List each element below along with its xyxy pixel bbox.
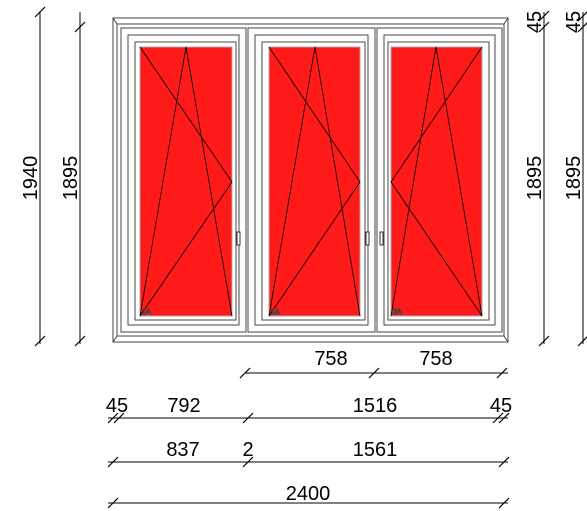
sash-3: 2A	[376, 27, 503, 333]
dim-top-right-2: 45	[563, 11, 585, 33]
dim-row3-mullion: 2	[242, 439, 253, 461]
dim-row2-right-frame: 45	[490, 395, 512, 417]
glass-pane-2	[268, 46, 361, 317]
dimension-ticks	[34, 6, 587, 509]
dim-right-inner-height-2: 1895	[563, 156, 585, 201]
dim-sash-width-3: 758	[419, 348, 452, 370]
opening-lines-2	[268, 46, 361, 317]
dim-row3-left: 837	[166, 439, 199, 461]
glass-pane-1	[139, 46, 233, 317]
dim-row2-left-frame: 45	[106, 395, 128, 417]
glass-pane-3	[390, 46, 483, 317]
panel-label-3: 2A	[393, 309, 402, 316]
dim-left-inner-height: 1895	[60, 156, 82, 201]
panel-label-1: 1A	[142, 309, 151, 316]
dim-right-inner-height-1: 1895	[524, 156, 546, 201]
handle-3	[379, 231, 384, 246]
dimension-lines	[39, 12, 584, 504]
opening-lines-1	[139, 46, 233, 317]
dim-left-total-height: 1940	[20, 156, 42, 201]
handle-1	[236, 231, 241, 246]
panel-label-2: 1A	[271, 309, 280, 316]
opening-lines-3	[390, 46, 483, 317]
dim-total-width: 2400	[286, 483, 331, 505]
dim-sash-width-2: 758	[314, 348, 347, 370]
sash-2: 1A	[247, 27, 376, 333]
dim-row3-right: 1561	[353, 439, 398, 461]
dim-top-right-1: 45	[524, 11, 546, 33]
sash-1: 1A	[120, 27, 247, 333]
dim-row2-right-sashes: 1516	[353, 395, 398, 417]
dim-row2-left-sash: 792	[167, 395, 200, 417]
handle-2	[365, 231, 370, 246]
